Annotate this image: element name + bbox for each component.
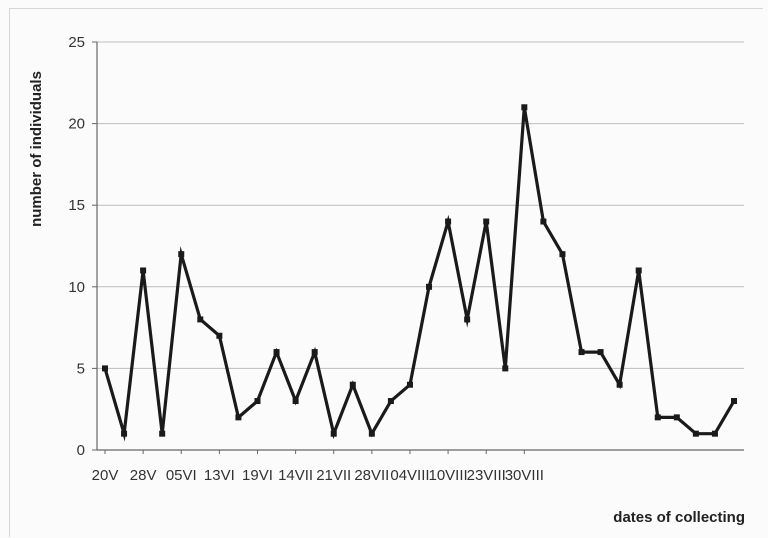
y-tick-label: 15 [68, 197, 85, 214]
data-point [178, 251, 185, 258]
y-axis-ticks: 0 5 10 15 20 25 [68, 34, 85, 459]
data-point [711, 430, 718, 437]
x-tick-label: 23VIII [467, 467, 506, 484]
data-point [292, 398, 299, 405]
chart-frame [9, 8, 763, 537]
x-tick-label: 19VI [242, 467, 273, 484]
data-point [121, 430, 128, 437]
y-axis-label: number of individuals [28, 71, 45, 227]
data-point [387, 398, 394, 405]
series-line [103, 107, 736, 442]
x-tick-label: 13VI [204, 467, 235, 484]
y-tick-label: 20 [68, 116, 85, 133]
data-point [502, 365, 509, 372]
series-group [102, 104, 737, 442]
x-tick-label: 10VIII [428, 467, 467, 484]
data-point [311, 349, 318, 356]
data-point [445, 218, 452, 225]
x-tick-label: 20V [92, 467, 119, 484]
x-tick-label: 21VII [316, 467, 351, 484]
data-point [597, 349, 604, 356]
x-tick-label: 14VII [278, 467, 313, 484]
data-point [521, 104, 528, 111]
data-point [159, 430, 166, 437]
y-tick-label: 5 [77, 360, 85, 377]
x-tick-label: 28VII [354, 467, 389, 484]
y-tick-label: 0 [77, 442, 85, 459]
data-point [673, 414, 680, 421]
y-tick-label: 25 [68, 34, 85, 51]
data-point [578, 349, 585, 356]
x-tick-label: 28V [130, 467, 157, 484]
data-point [235, 414, 242, 421]
data-point [426, 283, 433, 290]
data-point [368, 430, 375, 437]
x-tick-label: 05VI [166, 467, 197, 484]
data-point [692, 430, 699, 437]
data-point [140, 267, 147, 274]
x-tick-label: 04VIII [390, 467, 429, 484]
data-point [216, 332, 223, 339]
data-point [464, 316, 471, 323]
gridlines [92, 41, 744, 451]
data-point [559, 251, 566, 258]
data-point [349, 381, 356, 388]
data-point [406, 381, 413, 388]
data-point [635, 267, 642, 274]
data-point [731, 398, 737, 405]
data-point [330, 430, 337, 437]
x-axis-label: dates of collecting [613, 509, 745, 526]
data-point [273, 349, 280, 356]
data-point [102, 365, 108, 372]
x-axis-ticks: 20V 28V 05VI 13VI 19VI 14VII 21VII 28VII 04VIII1… [92, 450, 544, 484]
data-point [197, 316, 204, 323]
data-point [616, 381, 623, 388]
y-tick-label: 10 [68, 279, 85, 296]
data-point [483, 218, 490, 225]
data-point [540, 218, 547, 225]
x-tick-label: 30VIII [505, 467, 544, 484]
data-point [254, 398, 261, 405]
data-point [654, 414, 661, 421]
